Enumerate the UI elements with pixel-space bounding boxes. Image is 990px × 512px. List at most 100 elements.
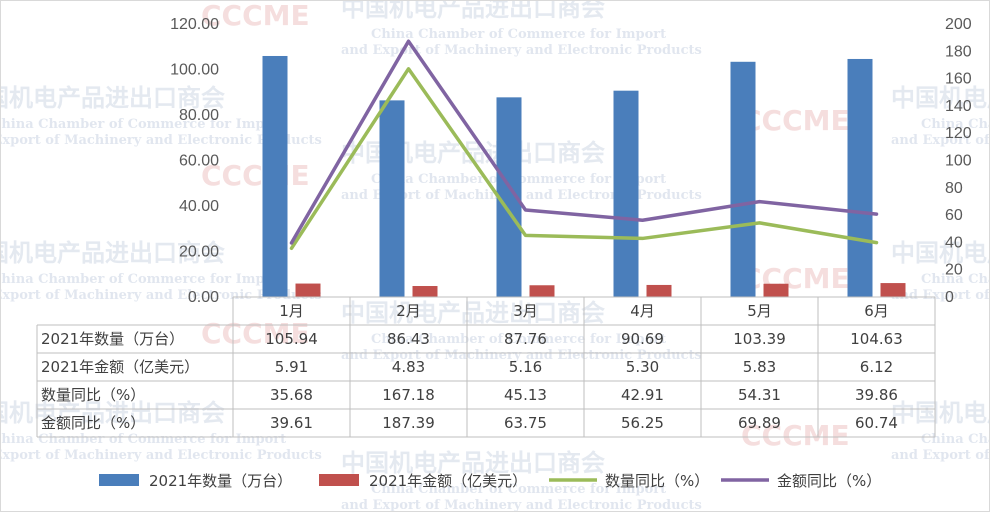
watermark-chinese: 中国机电产品进出口商会 (1, 399, 225, 427)
table-row-label: 2021年金额（亿美元） (41, 358, 199, 376)
lines (289, 39, 879, 251)
legend: 2021年数量（万台） 2021年金额（亿美元） 数量同比（%） 金额同比（%） (99, 472, 881, 490)
watermark-english-2: and Export of Machinery and Electronic P… (891, 133, 989, 148)
watermark-english-1: China Chamber of Commerce for Import (921, 432, 989, 447)
legend-label: 2021年金额（亿美元） (369, 472, 527, 490)
watermark-english-2: and Export of Machinery and Electronic P… (891, 448, 989, 463)
watermark-chinese: 中国机电产品进出口商会 (341, 299, 605, 327)
watermark-chinese: 中国机电产品进出口商会 (341, 1, 605, 22)
legend-swatch-bar (319, 474, 359, 486)
table-row-label: 数量同比（%） (41, 386, 145, 404)
bar-quantity (847, 58, 873, 297)
y2-axis-tick-label: 40 (945, 234, 963, 251)
table-cell-value: 54.31 (738, 386, 781, 404)
bar-quantity (613, 90, 639, 297)
watermark-english-1: China Chamber of Commerce for Import (921, 272, 989, 287)
bar-amount (880, 283, 906, 297)
watermark-chinese: 中国机电产品进出口商会 (1, 84, 225, 112)
y2-axis-tick-label: 180 (945, 43, 972, 60)
watermark-english-2: and Export of Machinery and Electronic P… (1, 133, 322, 148)
table-cell-value: 45.13 (504, 386, 547, 404)
y2-axis-tick-label: 20 (945, 262, 963, 279)
watermark-english-1: China Chamber of Commerce for Import (1, 432, 286, 447)
watermark-english-2: and Export of Machinery and Electronic P… (341, 498, 702, 511)
watermark-english-1: China Chamber of Commerce for Import (371, 482, 666, 497)
table-cell-value: 103.39 (733, 330, 786, 348)
x-axis-category-label: 6月 (864, 302, 889, 320)
legend-label: 金额同比（%） (777, 472, 881, 490)
x-axis-category-label: 3月 (513, 302, 538, 320)
y2-axis-tick-label: 140 (945, 98, 972, 115)
watermark-english-1: China Chamber of Commerce for Import (1, 117, 286, 132)
y2-axis-tick-label: 80 (945, 180, 963, 197)
legend-label: 2021年数量（万台） (149, 472, 292, 490)
watermark-logo: CCCME (201, 317, 310, 350)
watermark-chinese: 中国机电产品进出口商会 (891, 239, 989, 267)
bar-quantity (730, 61, 756, 297)
y2-axis-tick-label: 100 (945, 153, 972, 170)
bar-quantity (262, 55, 288, 298)
y-axis-tick-label: 40.00 (179, 198, 219, 215)
table-cell-value: 187.39 (382, 414, 435, 432)
table-cell-value: 167.18 (382, 386, 435, 404)
watermark-logo: CCCME (741, 104, 850, 137)
axes: 0.00 20.00 40.00 60.00 80.00 100.00 120.00 0 20 4… (170, 16, 972, 306)
y-axis-tick-label: 20.00 (179, 244, 219, 261)
y2-axis-tick-label: 160 (945, 71, 972, 88)
x-axis-category-label: 1月 (279, 302, 304, 320)
y-axis-tick-label: 120.00 (170, 16, 219, 33)
table-cell-value: 69.89 (738, 414, 781, 432)
watermark-english-2: and Export of Machinery and Electronic P… (891, 288, 989, 303)
table-cell-value: 35.68 (270, 386, 313, 404)
table-cell-value: 5.16 (509, 358, 542, 376)
watermark-logo: CCCME (741, 419, 850, 452)
table-cell-value: 86.43 (387, 330, 430, 348)
bars (262, 55, 906, 298)
table-cell-value: 56.25 (621, 414, 664, 432)
watermark-english-1: China Chamber of Commerce for Import (371, 27, 666, 42)
watermark-logo: CCCME (201, 1, 310, 32)
data-table: 1月 2月 3月 4月 5月 6月 2021年数量（万台） 105.94 86.43 87.76 9… (36, 296, 936, 438)
y-axis-tick-label: 80.00 (179, 107, 219, 124)
y2-axis-tick-label: 120 (945, 125, 972, 142)
watermark-english-1: China Chamber of Commerce for Import (1, 272, 286, 287)
watermark-chinese: 中国机电产品进出口商会 (1, 239, 225, 267)
table-cell-value: 42.91 (621, 386, 664, 404)
table-cell-value: 39.61 (270, 414, 313, 432)
y-axis-tick-label: 0.00 (188, 289, 219, 306)
table-cell-value: 60.74 (855, 414, 898, 432)
x-axis-category-label: 2月 (396, 302, 421, 320)
table-cell-value: 5.30 (626, 358, 659, 376)
table-row-label: 金额同比（%） (41, 414, 145, 432)
line-amount-yoy (289, 39, 879, 245)
legend-label: 数量同比（%） (605, 472, 709, 490)
line-quantity-yoy (289, 67, 879, 251)
bar-amount (295, 283, 321, 297)
watermark-english-1: China Chamber of Commerce for Import (921, 117, 989, 132)
table-cell-value: 6.12 (860, 358, 893, 376)
table-cell-value: 104.63 (850, 330, 903, 348)
y2-axis-tick-label: 0 (945, 289, 954, 306)
table-cell-value: 39.86 (855, 386, 898, 404)
bar-quantity (379, 100, 405, 297)
watermark-english-2: and Export of Machinery and Electronic P… (1, 288, 322, 303)
table-cell-value: 5.83 (743, 358, 776, 376)
watermark-chinese: 中国机电产品进出口商会 (891, 84, 989, 112)
watermark-english-1: China Chamber of Commerce for Import (371, 332, 666, 347)
bar-amount (763, 283, 789, 297)
table-cell-value: 105.94 (265, 330, 318, 348)
watermark-chinese: 中国机电产品进出口商会 (341, 449, 605, 477)
y-axis-tick-label: 100.00 (170, 62, 219, 79)
y2-axis-tick-label: 60 (945, 207, 963, 224)
bar-amount (529, 285, 555, 297)
table-cell-value: 90.69 (621, 330, 664, 348)
y2-axis-tick-label: 200 (945, 16, 972, 33)
table-cell-value: 5.91 (275, 358, 308, 376)
watermark-logo: CCCME (741, 262, 850, 295)
legend-swatch-bar (99, 474, 139, 486)
watermark-english-2: and Export of Machinery and Electronic P… (341, 348, 702, 363)
bar-amount (646, 284, 672, 297)
table-cell-value: 4.83 (392, 358, 425, 376)
watermark-english-2: and Export of Machinery and Electronic P… (341, 43, 702, 58)
